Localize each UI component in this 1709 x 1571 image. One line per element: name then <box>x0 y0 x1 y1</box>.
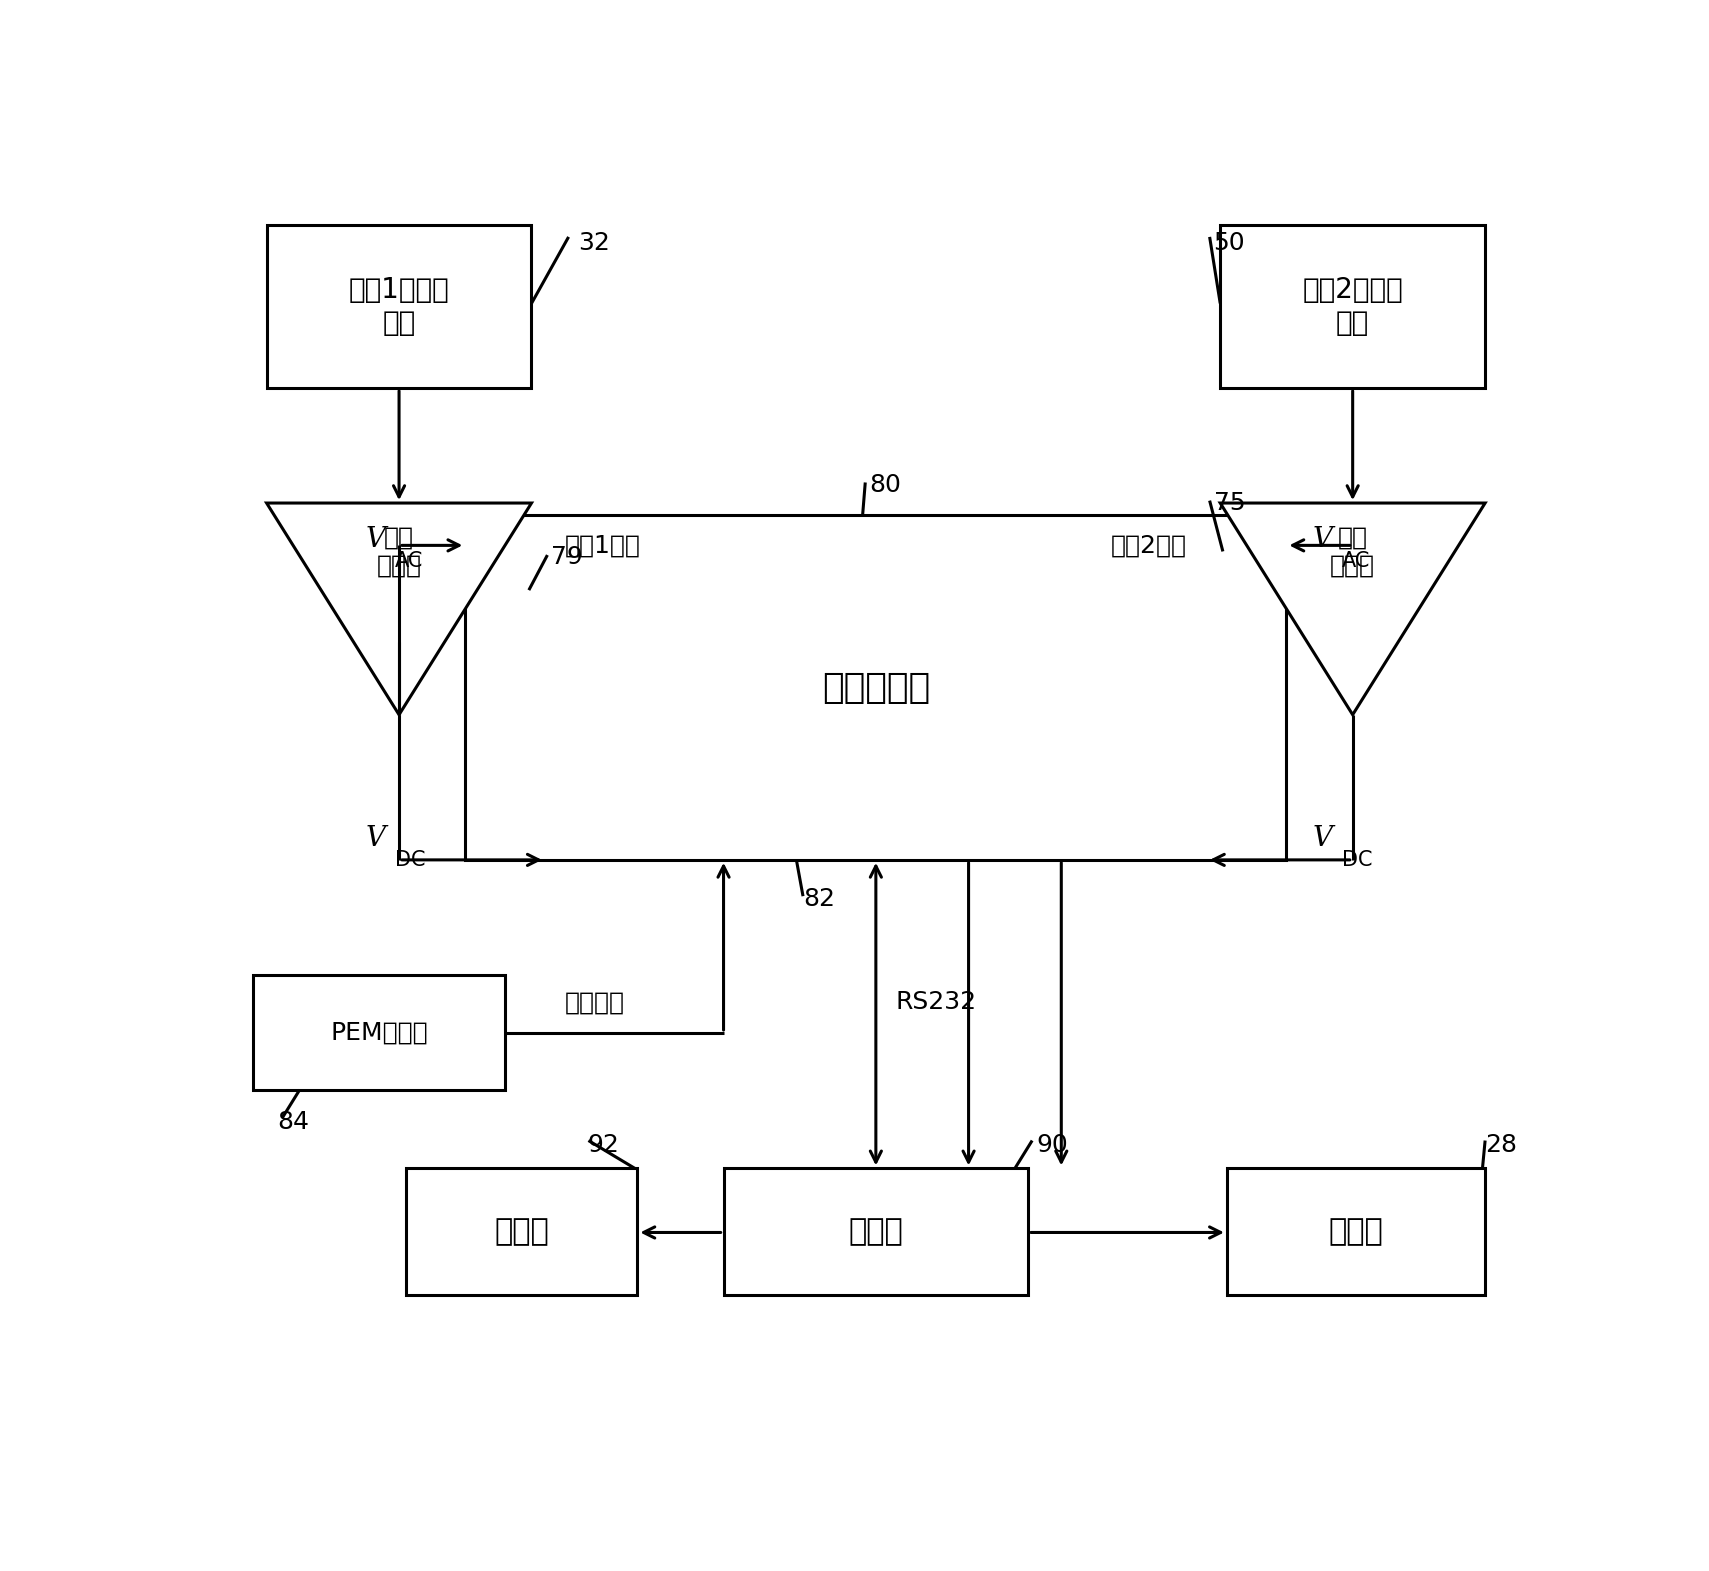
Text: 通道2输入: 通道2输入 <box>1111 534 1188 558</box>
Text: 90: 90 <box>1036 1133 1068 1158</box>
Text: 通道1探测器
组件: 通道1探测器 组件 <box>349 276 449 336</box>
Text: 锁定放大器: 锁定放大器 <box>822 671 930 704</box>
Text: 92: 92 <box>588 1133 619 1158</box>
Polygon shape <box>1220 503 1485 715</box>
Text: PEM控制器: PEM控制器 <box>330 1020 427 1045</box>
Text: 前置
放大器: 前置 放大器 <box>1330 526 1376 578</box>
Text: RS232: RS232 <box>896 990 978 1013</box>
Text: 75: 75 <box>1213 492 1246 515</box>
Text: V: V <box>1313 526 1333 553</box>
Polygon shape <box>267 503 531 715</box>
Bar <box>1227 1169 1485 1296</box>
Text: V: V <box>366 526 386 553</box>
Bar <box>465 515 1287 859</box>
Text: 参考信号: 参考信号 <box>564 991 624 1015</box>
Text: 32: 32 <box>578 231 610 255</box>
Text: DC: DC <box>395 850 426 870</box>
Text: AC: AC <box>1342 551 1371 572</box>
Text: 84: 84 <box>277 1111 309 1134</box>
Bar <box>405 1169 637 1296</box>
Text: 80: 80 <box>870 473 901 496</box>
Bar <box>723 1169 1029 1296</box>
Text: V: V <box>1313 825 1333 851</box>
Text: 通道1输入: 通道1输入 <box>564 534 641 558</box>
Text: DC: DC <box>1342 850 1372 870</box>
Bar <box>253 974 506 1090</box>
Text: 28: 28 <box>1485 1133 1518 1158</box>
Text: 前置
放大器: 前置 放大器 <box>376 526 422 578</box>
Bar <box>1220 225 1485 388</box>
Text: 显示器: 显示器 <box>494 1218 549 1246</box>
Text: 计算机: 计算机 <box>848 1218 904 1246</box>
Text: 通道2探测器
组件: 通道2探测器 组件 <box>1302 276 1403 336</box>
Text: AC: AC <box>395 551 424 572</box>
Text: 50: 50 <box>1213 231 1246 255</box>
Bar <box>267 225 531 388</box>
Text: 82: 82 <box>803 886 836 911</box>
Text: 样品台: 样品台 <box>1328 1218 1383 1246</box>
Text: 79: 79 <box>552 545 583 569</box>
Text: V: V <box>366 825 386 851</box>
